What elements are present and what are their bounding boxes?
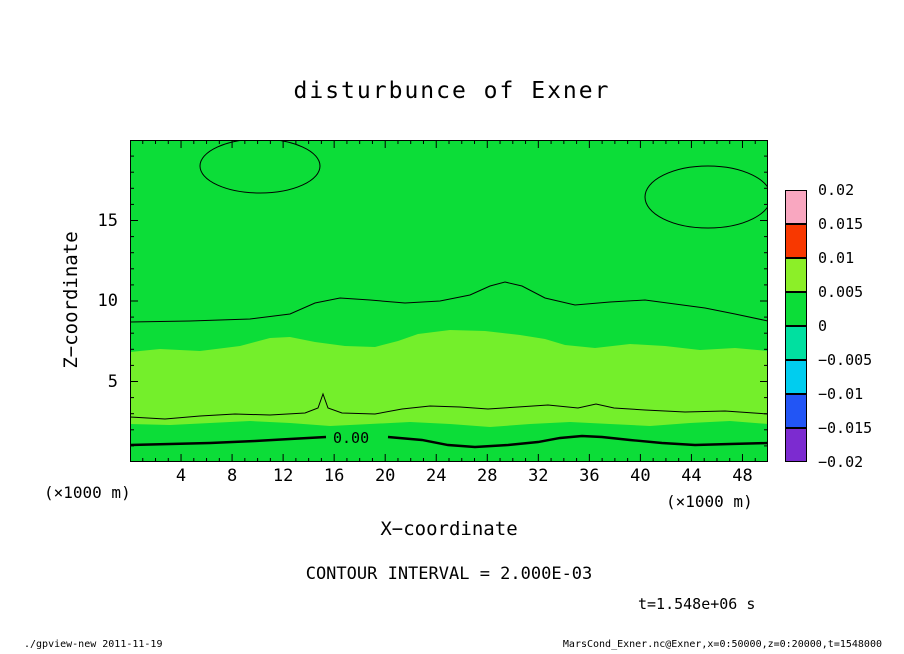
zero-contour-line-right	[387, 434, 768, 449]
colorbar-label: 0.01	[818, 249, 855, 267]
colorbar-segment	[785, 428, 807, 462]
contour-interval-label: CONTOUR INTERVAL = 2.000E-03	[305, 564, 593, 584]
footer-file-info: MarsCond_Exner.nc@Exner,x=0:50000,z=0:20…	[562, 639, 882, 650]
colorbar-label: 0.02	[818, 181, 855, 199]
x-tick-label: 40	[630, 466, 651, 486]
chart-title: disturbunce of Exner	[293, 78, 611, 104]
x-tick-label: 28	[477, 466, 498, 486]
colorbar-segment	[785, 190, 807, 224]
zero-contour-line-left	[130, 435, 327, 447]
contour-oval-top-right	[644, 165, 768, 229]
colorbar-segment	[785, 394, 807, 428]
colorbar-label: 0.005	[818, 283, 864, 301]
colorbar-segment	[785, 360, 807, 394]
contour-oval-top-left	[199, 140, 321, 194]
positive-band-region	[130, 330, 768, 427]
x-tick-label: 12	[272, 466, 294, 486]
y-tick-label: 15	[97, 210, 118, 231]
x-axis-unit-left: (×1000 m)	[44, 483, 131, 502]
x-tick-label: 24	[425, 466, 447, 486]
contour-plot-canvas: 0.00	[130, 140, 768, 462]
colorbar-label: −0.005	[818, 351, 873, 369]
colorbar-segment	[785, 292, 807, 326]
colorbar-label: 0.015	[818, 215, 864, 233]
zero-contour-label: 0.00	[333, 429, 369, 447]
plot-area: 0.00	[130, 140, 768, 462]
colorbar	[785, 190, 807, 462]
time-label: t=1.548e+06 s	[638, 595, 756, 613]
colorbar-segment	[785, 326, 807, 360]
x-axis-title: X−coordinate	[380, 518, 518, 540]
x-tick-label: 4	[175, 466, 187, 486]
colorbar-label: 0	[818, 317, 828, 335]
y-tick-label: 10	[97, 291, 118, 311]
x-tick-label: 16	[323, 466, 345, 486]
contour-line-low	[130, 392, 768, 420]
plot-border	[130, 140, 768, 462]
contour-line-mid	[130, 281, 768, 323]
colorbar-label: −0.01	[818, 385, 864, 403]
colorbar-label: −0.02	[818, 453, 864, 471]
x-tick-label: 44	[681, 466, 702, 486]
x-tick-label: 36	[579, 466, 600, 486]
y-tick-label: 5	[107, 371, 118, 392]
x-axis-unit-right: (×1000 m)	[666, 492, 753, 511]
x-tick-label: 8	[226, 466, 238, 486]
x-tick-label: 20	[374, 466, 396, 486]
x-tick-label: 48	[732, 466, 753, 486]
footer-command-line: ./gpview-new 2011-11-19	[24, 639, 163, 650]
colorbar-segment	[785, 224, 807, 258]
colorbar-segment	[785, 258, 807, 292]
x-tick-label: 32	[528, 466, 549, 486]
colorbar-label: −0.015	[818, 419, 873, 437]
